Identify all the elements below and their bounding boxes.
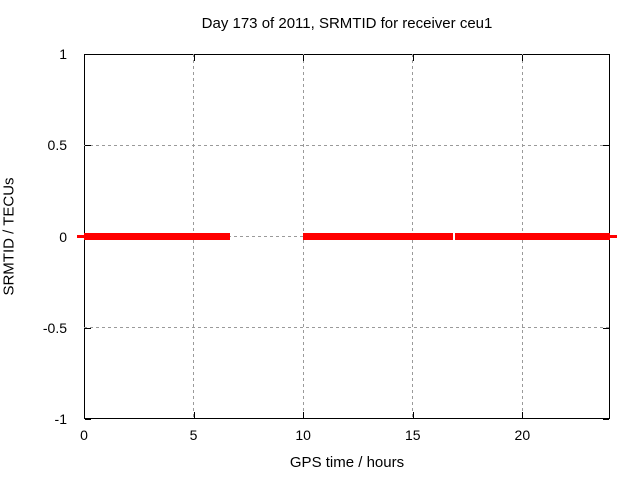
zero-axis-edge-mark-left	[77, 235, 84, 238]
x-tick-mark-top	[303, 55, 304, 61]
chart-title: Day 173 of 2011, SRMTID for receiver ceu…	[201, 15, 493, 32]
y-tick-mark-left	[85, 145, 91, 146]
data-line-segment	[303, 233, 454, 240]
x-tick-mark-top	[84, 55, 85, 61]
y-tick-label: 0	[59, 228, 67, 245]
y-tick-label: 0.5	[47, 137, 67, 154]
y-tick-label: -0.5	[42, 319, 67, 336]
x-tick-mark-top	[522, 55, 523, 61]
gridline-horizontal	[84, 327, 610, 329]
x-tick-label: 5	[189, 427, 198, 443]
x-tick-mark-bottom	[303, 412, 304, 418]
gridline-horizontal	[84, 144, 610, 146]
x-tick-mark-bottom	[413, 412, 414, 418]
y-tick-mark-left	[85, 54, 91, 55]
y-tick-mark-right	[603, 145, 609, 146]
x-tick-mark-top	[413, 55, 414, 61]
y-tick-label: 1	[59, 46, 67, 62]
x-tick-label: 10	[295, 427, 311, 443]
y-tick-mark-left	[85, 328, 91, 329]
y-tick-label: -1	[54, 411, 67, 427]
y-axis-label: SRMTID / TECUs	[0, 177, 18, 296]
y-tick-mark-left	[85, 419, 91, 420]
x-tick-mark-bottom	[522, 412, 523, 418]
x-tick-mark-bottom	[84, 412, 85, 418]
x-tick-label: 20	[514, 427, 531, 443]
data-line-segment	[455, 233, 610, 240]
y-tick-mark-right	[603, 54, 609, 55]
x-tick-mark-bottom	[194, 412, 195, 418]
x-axis-label: GPS time / hours	[289, 454, 405, 471]
y-tick-mark-right	[603, 419, 609, 420]
y-tick-mark-right	[603, 328, 609, 329]
x-tick-label: 15	[404, 427, 421, 443]
data-line-segment	[84, 233, 230, 240]
x-tick-label: 0	[80, 427, 88, 443]
zero-axis-edge-mark-right	[610, 235, 617, 238]
x-tick-mark-top	[194, 55, 195, 61]
